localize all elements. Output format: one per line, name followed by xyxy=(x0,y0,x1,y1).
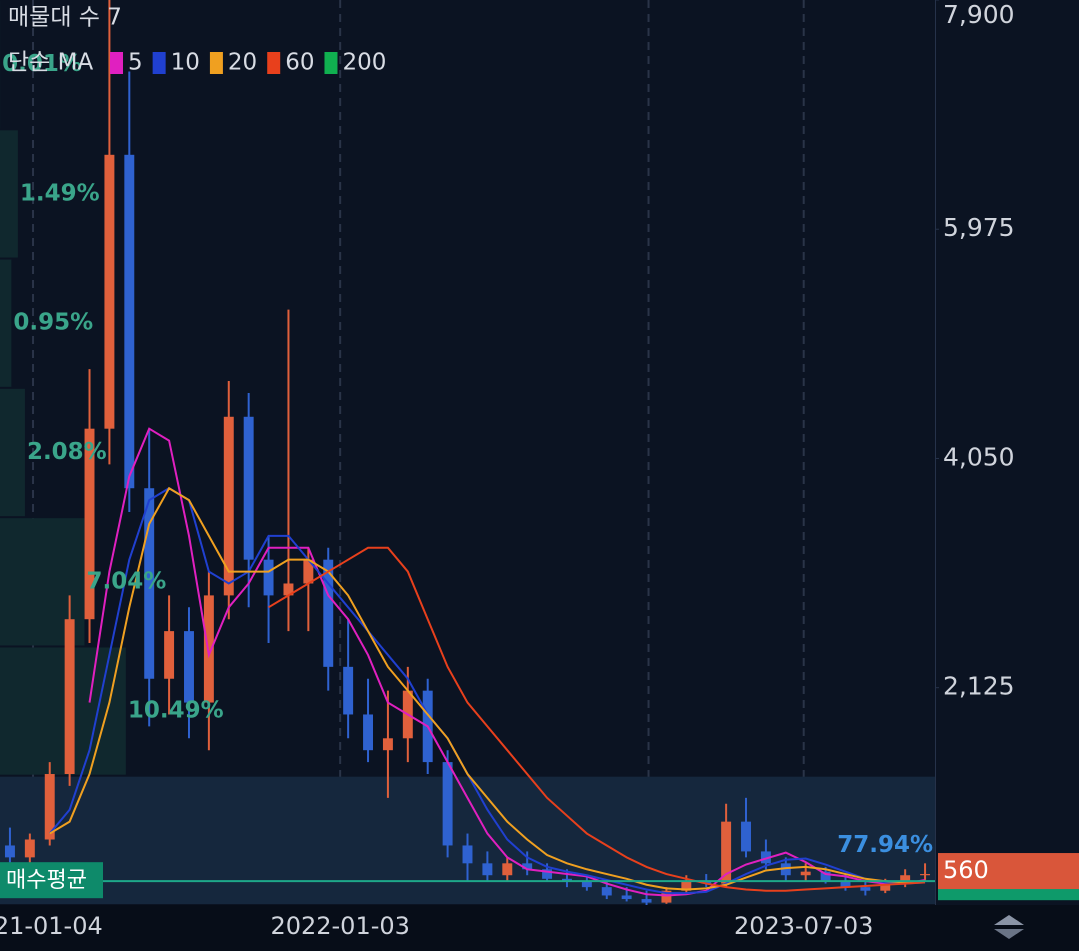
legend-title: 단순 MA xyxy=(8,50,93,76)
ma-line xyxy=(49,486,926,891)
candle-body xyxy=(900,875,911,884)
candle-body xyxy=(820,871,831,882)
candle-body xyxy=(164,631,175,679)
legend-label: 200 xyxy=(342,50,386,76)
legend-label: 20 xyxy=(228,50,257,76)
legend-label: 10 xyxy=(171,50,200,76)
price-label: 560 xyxy=(943,856,989,884)
x-axis-band xyxy=(0,905,1079,951)
average-tag xyxy=(0,862,103,899)
y-tick-label: 5,975 xyxy=(943,213,1015,242)
profile-bar xyxy=(0,647,126,775)
legend: 5 10 20 60 200 xyxy=(110,50,386,76)
candle-body xyxy=(681,881,692,891)
candle-body xyxy=(442,762,453,846)
candle-body xyxy=(502,863,513,876)
candle-body xyxy=(482,863,493,876)
candle-body xyxy=(601,887,612,896)
candle-body xyxy=(721,821,732,884)
legend-swatch xyxy=(152,52,166,74)
profile-label: 7.04% xyxy=(86,568,166,594)
candle-body xyxy=(661,890,672,903)
candle-body xyxy=(880,883,891,891)
y-tick-label: 4,050 xyxy=(943,442,1015,471)
price-tag xyxy=(938,853,1079,890)
grid xyxy=(32,0,939,905)
candle-body xyxy=(641,899,652,903)
legend-label: 5 xyxy=(128,50,143,76)
candle-body xyxy=(522,863,533,870)
profile-label: 2.08% xyxy=(27,439,107,465)
candle-body xyxy=(840,881,851,888)
candle-body xyxy=(462,845,473,864)
profile-bar xyxy=(0,130,18,258)
average-label: 매수평균 xyxy=(6,868,87,893)
candle-body xyxy=(243,416,254,560)
candle-body xyxy=(283,583,294,596)
legend-swatch xyxy=(267,52,281,74)
candle-body xyxy=(263,559,274,596)
candle-body xyxy=(920,874,931,876)
candle-body xyxy=(64,619,75,775)
profile-label: 0.95% xyxy=(13,310,93,336)
ma-line xyxy=(48,487,926,895)
profile-bar xyxy=(0,259,12,387)
candle-body xyxy=(800,871,811,876)
arrow-down xyxy=(994,929,1024,939)
y-tick-label: 7,900 xyxy=(943,0,1015,29)
legend-label: 60 xyxy=(285,50,314,76)
y-tick-label: 2,125 xyxy=(943,672,1015,701)
profile-bar xyxy=(0,388,25,517)
legend-swatch xyxy=(209,52,223,74)
candle-body xyxy=(561,878,572,882)
candle-body xyxy=(382,738,393,751)
scroll-icon[interactable] xyxy=(994,915,1024,939)
candle-body xyxy=(343,666,354,715)
legend-swatch xyxy=(324,52,338,74)
candle-body xyxy=(303,559,314,584)
candle-body xyxy=(741,821,751,852)
candle-body xyxy=(860,887,871,891)
candle-body xyxy=(24,839,35,858)
ma-line xyxy=(88,427,926,897)
x-tick-label: 2023-07-03 xyxy=(734,912,873,940)
ma-line xyxy=(268,546,926,892)
candle-body xyxy=(144,488,155,679)
candle-body xyxy=(223,416,234,596)
candle-body xyxy=(760,851,771,864)
candle-body xyxy=(621,895,632,900)
candle-body xyxy=(542,869,553,879)
x-tick-label: 2021-01-04 xyxy=(0,912,103,940)
candle-body xyxy=(104,154,115,429)
arrow-up xyxy=(994,915,1024,925)
chart-title: 매물대 수 7 xyxy=(8,5,122,31)
candle-body xyxy=(780,863,791,876)
candle-body xyxy=(84,428,95,620)
candle-body xyxy=(184,631,194,703)
candle-body xyxy=(323,559,334,667)
x-tick-label: 2022-01-03 xyxy=(270,912,409,940)
candle-body xyxy=(581,881,592,888)
ma-lines xyxy=(48,427,926,897)
profile-label: 10.49% xyxy=(128,698,224,724)
candle-body xyxy=(44,774,55,840)
average-axis-tag xyxy=(938,888,1079,901)
candle-body xyxy=(701,881,712,884)
candle-body xyxy=(363,714,374,751)
candle-body xyxy=(4,845,15,858)
profile-label: 0.01% xyxy=(2,51,82,77)
profile-label: 77.94% xyxy=(837,832,933,858)
candle-body xyxy=(124,154,135,489)
profile-label: 1.49% xyxy=(20,180,100,206)
legend-swatch xyxy=(110,52,123,74)
